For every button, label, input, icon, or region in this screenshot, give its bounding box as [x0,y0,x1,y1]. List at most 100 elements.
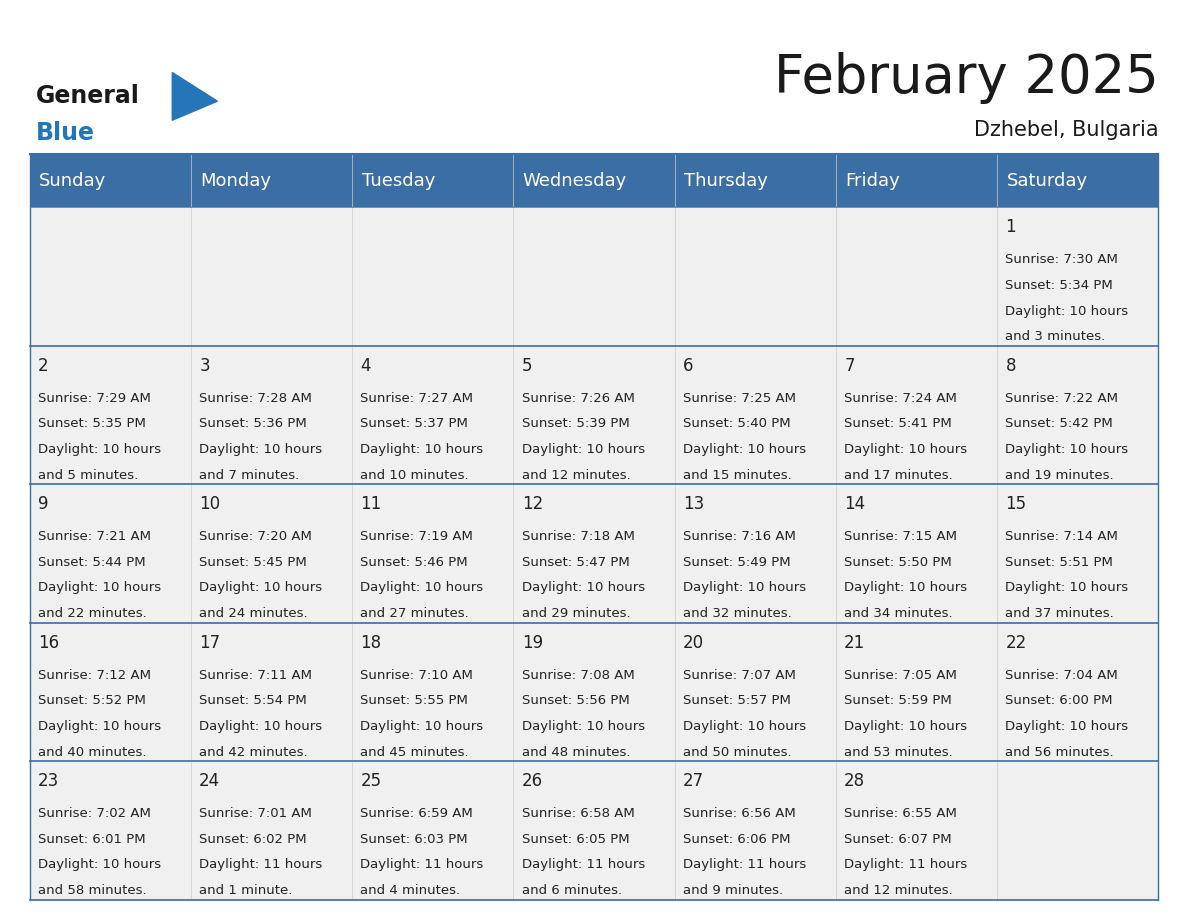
Text: 2: 2 [38,357,49,375]
Text: and 15 minutes.: and 15 minutes. [683,468,791,482]
Text: Sunrise: 7:11 AM: Sunrise: 7:11 AM [200,668,312,682]
Text: Monday: Monday [201,172,271,190]
Text: Daylight: 10 hours: Daylight: 10 hours [845,443,967,456]
Text: Sunrise: 7:29 AM: Sunrise: 7:29 AM [38,392,151,405]
Text: Sunrise: 7:27 AM: Sunrise: 7:27 AM [360,392,474,405]
Text: Daylight: 10 hours: Daylight: 10 hours [360,720,484,733]
Text: General: General [36,84,139,108]
Text: Sunrise: 7:21 AM: Sunrise: 7:21 AM [38,531,151,543]
Text: Sunrise: 7:10 AM: Sunrise: 7:10 AM [360,668,473,682]
Text: 4: 4 [360,357,371,375]
Text: Sunrise: 7:04 AM: Sunrise: 7:04 AM [1005,668,1118,682]
Text: Sunset: 6:00 PM: Sunset: 6:00 PM [1005,694,1113,707]
Text: Sunset: 5:47 PM: Sunset: 5:47 PM [522,555,630,569]
Text: Sunset: 5:46 PM: Sunset: 5:46 PM [360,555,468,569]
Text: Daylight: 10 hours: Daylight: 10 hours [1005,581,1129,595]
Text: and 12 minutes.: and 12 minutes. [522,468,631,482]
Text: Sunrise: 7:20 AM: Sunrise: 7:20 AM [200,531,312,543]
Text: and 12 minutes.: and 12 minutes. [845,884,953,897]
Text: Sunrise: 7:12 AM: Sunrise: 7:12 AM [38,668,151,682]
Text: Daylight: 10 hours: Daylight: 10 hours [200,720,322,733]
Text: Sunset: 5:35 PM: Sunset: 5:35 PM [38,418,146,431]
Text: Thursday: Thursday [684,172,767,190]
Text: Sunset: 5:42 PM: Sunset: 5:42 PM [1005,418,1113,431]
Text: 26: 26 [522,772,543,790]
Text: 12: 12 [522,496,543,513]
Text: 24: 24 [200,772,220,790]
Bar [30,622,1158,761]
Text: Sunset: 5:36 PM: Sunset: 5:36 PM [200,418,307,431]
Text: Daylight: 10 hours: Daylight: 10 hours [1005,305,1129,318]
Text: Sunset: 5:41 PM: Sunset: 5:41 PM [845,418,952,431]
Text: Daylight: 11 hours: Daylight: 11 hours [200,858,322,871]
Text: 7: 7 [845,357,854,375]
Text: Sunrise: 7:26 AM: Sunrise: 7:26 AM [522,392,634,405]
Text: and 50 minutes.: and 50 minutes. [683,745,791,758]
Text: 9: 9 [38,496,49,513]
Text: 6: 6 [683,357,694,375]
Text: Sunrise: 7:19 AM: Sunrise: 7:19 AM [360,531,473,543]
Text: and 34 minutes.: and 34 minutes. [845,607,953,620]
Text: 16: 16 [38,633,59,652]
Text: 18: 18 [360,633,381,652]
Text: Sunset: 5:39 PM: Sunset: 5:39 PM [522,418,630,431]
Text: Sunset: 5:50 PM: Sunset: 5:50 PM [845,555,952,569]
Text: and 10 minutes.: and 10 minutes. [360,468,469,482]
Text: Sunset: 5:56 PM: Sunset: 5:56 PM [522,694,630,707]
Text: Sunset: 5:55 PM: Sunset: 5:55 PM [360,694,468,707]
Text: 10: 10 [200,496,220,513]
Text: Daylight: 10 hours: Daylight: 10 hours [683,581,805,595]
Text: Daylight: 10 hours: Daylight: 10 hours [38,720,162,733]
Text: Daylight: 10 hours: Daylight: 10 hours [683,443,805,456]
Text: and 29 minutes.: and 29 minutes. [522,607,631,620]
Text: 13: 13 [683,496,704,513]
Text: Daylight: 10 hours: Daylight: 10 hours [200,443,322,456]
Text: Daylight: 11 hours: Daylight: 11 hours [683,858,807,871]
Text: Sunset: 6:05 PM: Sunset: 6:05 PM [522,833,630,845]
Text: Sunset: 6:01 PM: Sunset: 6:01 PM [38,833,146,845]
Text: Sunset: 5:51 PM: Sunset: 5:51 PM [1005,555,1113,569]
Text: Sunrise: 6:55 AM: Sunrise: 6:55 AM [845,807,958,820]
Text: Dzhebel, Bulgaria: Dzhebel, Bulgaria [974,120,1158,140]
Text: 14: 14 [845,496,865,513]
Text: and 37 minutes.: and 37 minutes. [1005,607,1114,620]
Text: 19: 19 [522,633,543,652]
Text: 28: 28 [845,772,865,790]
Text: and 27 minutes.: and 27 minutes. [360,607,469,620]
Text: 21: 21 [845,633,865,652]
Text: and 58 minutes.: and 58 minutes. [38,884,146,897]
Text: Daylight: 10 hours: Daylight: 10 hours [683,720,805,733]
Text: Sunrise: 7:18 AM: Sunrise: 7:18 AM [522,531,634,543]
Text: and 19 minutes.: and 19 minutes. [1005,468,1114,482]
Bar [30,761,1158,900]
Text: Daylight: 11 hours: Daylight: 11 hours [522,858,645,871]
Text: Daylight: 10 hours: Daylight: 10 hours [845,720,967,733]
Text: February 2025: February 2025 [773,52,1158,104]
Text: Sunset: 6:07 PM: Sunset: 6:07 PM [845,833,952,845]
Text: Daylight: 10 hours: Daylight: 10 hours [360,581,484,595]
Text: and 4 minutes.: and 4 minutes. [360,884,461,897]
Text: Sunrise: 7:16 AM: Sunrise: 7:16 AM [683,531,796,543]
Text: and 17 minutes.: and 17 minutes. [845,468,953,482]
Text: Friday: Friday [846,172,901,190]
Text: 25: 25 [360,772,381,790]
Text: Sunset: 5:49 PM: Sunset: 5:49 PM [683,555,790,569]
Text: Sunset: 5:45 PM: Sunset: 5:45 PM [200,555,307,569]
Text: Tuesday: Tuesday [361,172,435,190]
Text: and 22 minutes.: and 22 minutes. [38,607,147,620]
Text: Blue: Blue [36,121,95,145]
Text: 15: 15 [1005,496,1026,513]
Text: and 48 minutes.: and 48 minutes. [522,745,630,758]
Text: Daylight: 10 hours: Daylight: 10 hours [200,581,322,595]
Text: Sunset: 5:44 PM: Sunset: 5:44 PM [38,555,146,569]
Text: and 56 minutes.: and 56 minutes. [1005,745,1114,758]
Text: Sunset: 6:03 PM: Sunset: 6:03 PM [360,833,468,845]
Bar [30,346,1158,485]
Text: Sunrise: 7:01 AM: Sunrise: 7:01 AM [200,807,312,820]
Text: Sunrise: 7:28 AM: Sunrise: 7:28 AM [200,392,312,405]
Text: Daylight: 10 hours: Daylight: 10 hours [38,858,162,871]
Text: Sunset: 5:37 PM: Sunset: 5:37 PM [360,418,468,431]
Text: and 45 minutes.: and 45 minutes. [360,745,469,758]
Text: Sunrise: 7:08 AM: Sunrise: 7:08 AM [522,668,634,682]
Text: Sunday: Sunday [39,172,107,190]
